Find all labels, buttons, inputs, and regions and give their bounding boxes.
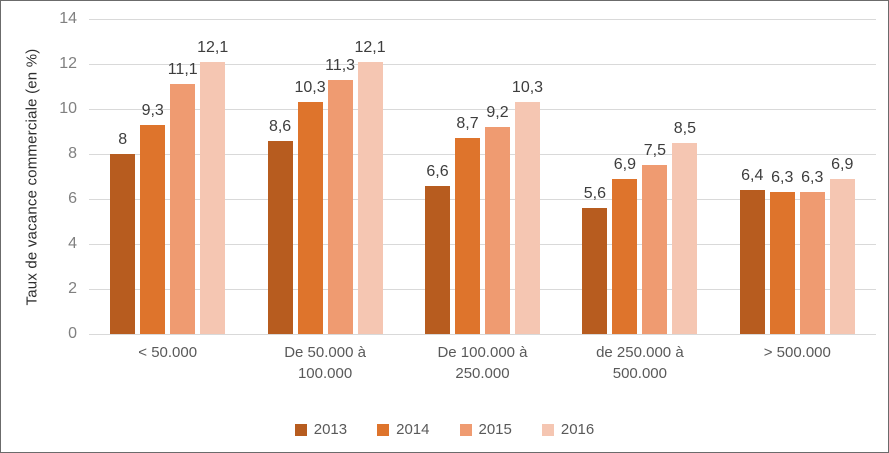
data-label: 6,3 [771, 169, 794, 187]
category-label: De 100.000 à 250.000 [437, 344, 528, 382]
data-label: 7,5 [643, 142, 666, 160]
bar-2013: 6,4 [739, 167, 765, 334]
gridline [89, 18, 876, 20]
legend-label: 2015 [478, 421, 512, 438]
bar-2014: 6,9 [612, 156, 638, 334]
y-tick-label: 12 [59, 55, 77, 72]
bar-group: 6,6 8,7 9,2 10,3 [404, 19, 561, 334]
y-tick-label: 14 [59, 10, 77, 27]
bar-2013: 6,6 [424, 163, 450, 334]
legend-label: 2013 [313, 421, 348, 438]
bar-group: 8 9,3 11,1 12,1 [89, 19, 246, 334]
bar-2015: 11,1 [168, 61, 198, 334]
bar-2013: 5,6 [582, 185, 608, 334]
data-label: 6,4 [741, 167, 764, 184]
data-label: 9,3 [141, 101, 164, 119]
gridline [89, 243, 876, 245]
legend-item-2014: 2014 [377, 421, 430, 438]
legend: 2013 2014 2015 2016 [1, 421, 888, 438]
gridline [89, 108, 876, 110]
data-label: 12,1 [354, 38, 386, 56]
category-label: < 50.000 [138, 344, 198, 361]
data-label: 11,3 [325, 56, 356, 74]
data-label: 10,3 [511, 79, 544, 97]
legend-item-2013: 2013 [294, 421, 348, 438]
gridline [89, 333, 876, 335]
bar-group: 5,6 6,9 7,5 8,5 [561, 19, 718, 334]
legend-marker-icon [377, 423, 390, 436]
legend-marker-icon [459, 423, 472, 436]
y-tick-label: 2 [68, 280, 77, 297]
data-label: 5,6 [583, 185, 606, 202]
legend-label: 2014 [396, 421, 430, 438]
bar-2016: 8,5 [672, 120, 698, 334]
bar-2014: 8,7 [454, 115, 480, 334]
y-tick-label: 10 [59, 100, 77, 117]
category-label: De 50.000 à 100.000 [284, 344, 366, 382]
bar-2015: 11,3 [325, 57, 355, 334]
legend-item-2015: 2015 [459, 421, 512, 438]
bar-2015: 6,3 [799, 169, 825, 334]
bar-2016: 12,1 [197, 39, 228, 334]
data-label: 6,9 [831, 155, 854, 173]
data-label: 6,6 [426, 162, 449, 180]
data-label: 8 [118, 131, 128, 148]
bar-2015: 7,5 [642, 142, 668, 334]
data-label: 6,9 [613, 155, 636, 173]
bar-2016: 12,1 [355, 39, 386, 334]
y-tick-label: 6 [68, 190, 77, 207]
bar-2014: 9,3 [140, 102, 166, 334]
bar-2016: 10,3 [512, 79, 543, 334]
data-label: 10,3 [294, 79, 326, 97]
bar-2015: 9,2 [484, 104, 510, 334]
bar-group: 6,4 6,3 6,3 6,9 [719, 19, 876, 334]
data-label: 11,1 [167, 61, 198, 79]
data-label: 8,7 [456, 115, 479, 133]
data-label: 8,6 [268, 117, 292, 135]
legend-marker-icon [541, 423, 554, 436]
y-tick-label: 0 [68, 325, 77, 342]
gridline [89, 198, 876, 200]
gridline [89, 153, 876, 155]
bar-group: 8,6 10,3 11,3 12,1 [246, 19, 403, 334]
bar-2013: 8,6 [267, 118, 293, 334]
gridline [89, 288, 876, 290]
plot-area: 8 9,3 11,1 12,1 8,6 10,3 11,3 12,1 6,6 8,7 9,2 10,3… [89, 18, 876, 335]
bar-2014: 10,3 [295, 79, 326, 334]
bar-2016: 6,9 [829, 156, 855, 334]
x-axis-category-labels: < 50.000 De 50.000 à 100.000 De 100.000 à … [89, 342, 876, 392]
y-tick-label: 4 [68, 235, 77, 252]
data-label: 8,5 [673, 119, 696, 137]
data-label: 9,2 [486, 104, 509, 121]
data-label: 12,1 [197, 38, 229, 56]
y-axis-tick-labels: 0 2 4 6 8 10 12 14 [1, 1, 77, 452]
legend-marker-icon [294, 423, 307, 436]
category-label: > 500.000 [763, 344, 831, 361]
category-label: de 250.000 à 500.000 [596, 344, 684, 382]
bar-2013: 8 [110, 131, 136, 334]
gridline [89, 63, 876, 65]
legend-item-2016: 2016 [541, 421, 595, 438]
data-label: 6,3 [801, 169, 824, 187]
legend-label: 2016 [560, 421, 595, 438]
y-tick-label: 8 [68, 145, 77, 162]
bar-2014: 6,3 [769, 169, 795, 334]
